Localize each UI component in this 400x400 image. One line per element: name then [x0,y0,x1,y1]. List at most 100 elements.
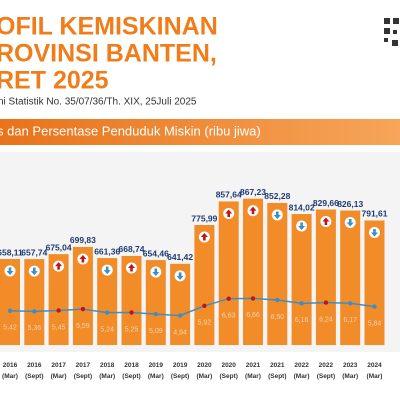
x-tick-part: 2018 [100,362,115,369]
value-label: 668,74 [119,244,145,254]
trend-arrow [30,267,38,276]
value-label: 699,83 [70,235,96,245]
x-tick-part: (Mar) [99,373,115,380]
value-label: 814,02 [289,202,315,212]
trend-arrow [200,233,208,241]
x-tick-part: (Sept) [317,373,335,380]
trend-arrow [273,211,281,219]
bar [218,201,239,345]
x-tick-label: 2024 (Mar) [367,362,383,380]
percent-point [372,304,377,309]
bar [364,220,385,345]
trend-arrow [6,267,14,276]
percent-label: 5,84 [368,320,382,327]
percent-point [80,306,86,312]
bar [48,254,69,345]
x-tick-part: (Sept) [122,373,140,380]
title-line: OFIL KEMISKINAN [0,13,218,41]
percent-point [105,310,110,315]
x-tick-label: 2017 (Sept) [74,362,92,380]
percent-label: 5,59 [76,323,90,330]
value-label: 791,61 [362,209,388,219]
percent-label: 6,50 [270,314,284,321]
x-tick-label: 2016 (Mar) [2,362,18,380]
bar [340,210,361,345]
trend-arrow [79,254,87,263]
x-tick-part: 2017 [51,362,66,369]
x-tick-label: 2019 (Sept) [171,362,189,380]
section-band [0,119,400,145]
qr-icon [384,18,399,46]
percent-label: 5,45 [52,324,66,331]
value-label: 826,13 [337,199,363,209]
x-tick-label: 2021 (Sept) [268,362,286,380]
x-tick-part: 2024 [367,362,382,369]
trend-arrow [176,272,184,280]
percent-label: 6,17 [343,317,357,324]
x-tick-label: 2022 (Mar) [294,362,310,380]
x-tick-part: 2019 [173,362,188,369]
x-tick-part: (Mar) [51,373,67,380]
bar [315,209,336,345]
x-tick-part: 2020 [221,362,236,369]
x-tick-label: 2018 (Sept) [122,362,140,380]
trend-arrow [225,209,233,217]
trend-arrow [298,222,306,231]
bar [170,263,191,345]
x-tick-part: (Mar) [342,373,358,380]
value-label: 657,74 [21,247,47,257]
bar [243,198,263,345]
x-tick-label: 2019 (Mar) [148,362,164,380]
bar [121,255,142,345]
title-line: RET 2025 [0,67,109,95]
percent-label: 6,63 [222,313,236,320]
percent-label: 5,42 [3,325,17,332]
percent-label: 5,36 [27,325,41,332]
x-tick-part: 2022 [294,362,309,369]
value-label: 829,66 [313,198,339,208]
trend-arrow [103,266,111,275]
percent-label: 5,25 [125,326,139,333]
x-tick-part: (Sept) [25,373,43,380]
value-label: 775,99 [191,213,217,223]
value-label: 658,11 [0,247,23,257]
x-tick-label: 2021 (Mar) [245,362,261,380]
bar [97,258,118,345]
percent-label: 5,92 [198,320,212,327]
x-tick-part: 2016 [27,362,42,369]
percent-point [323,300,329,305]
percent-label: 5,09 [149,328,163,335]
x-tick-part: 2017 [76,362,91,369]
percent-label: 6,16 [295,317,309,324]
x-tick-part: 2022 [319,362,334,369]
percent-point [153,311,158,317]
bar [194,225,215,345]
x-tick-part: (Mar) [196,373,212,380]
bar [72,246,93,345]
x-tick-label: 2018 (Mar) [99,362,115,380]
trend-arrow [322,217,330,226]
percent-point [226,296,231,301]
bar [24,259,45,345]
x-tick-part: 2018 [124,362,139,369]
value-label: 661,36 [94,246,120,256]
x-tick-part: (Mar) [148,373,164,380]
percent-point [299,301,304,306]
value-label: 641,42 [167,252,193,262]
trend-arrow [371,228,378,237]
percent-point [202,303,207,308]
x-tick-part: (Sept) [171,373,189,380]
x-tick-part: 2016 [3,362,18,369]
subtitle: ni Statistik No. 35/07/36/Th. XIX, 25Jul… [0,97,197,108]
x-tick-part: (Mar) [2,373,18,380]
x-tick-label: 2017 (Mar) [51,362,67,380]
x-tick-part: 2021 [246,362,261,369]
percent-label: 5,24 [100,326,114,333]
percent-point [56,308,61,313]
value-label: 857,64 [216,190,242,200]
percent-point [250,296,256,301]
percent-point [129,310,134,315]
bar [0,259,20,345]
x-tick-part: (Sept) [74,373,92,380]
